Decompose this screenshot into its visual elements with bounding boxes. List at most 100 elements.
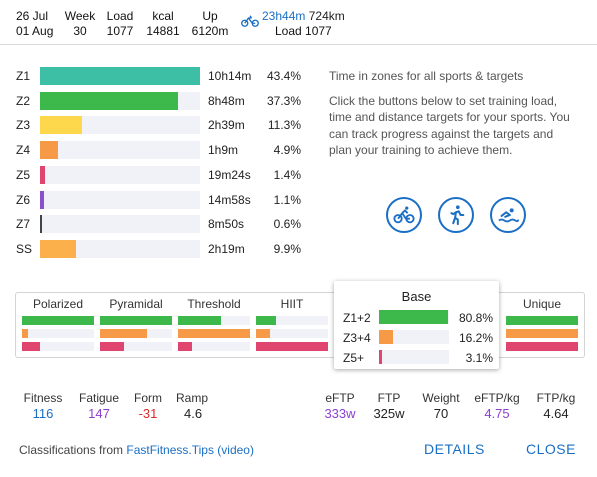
weight-label: Weight xyxy=(422,391,460,405)
popup-bar xyxy=(379,310,448,324)
zone-bar xyxy=(40,239,77,258)
kcal-label: kcal xyxy=(152,9,174,23)
popup-row-percent: 3.1% xyxy=(465,351,493,365)
ftp-per-kg-value: 4.64 xyxy=(543,406,569,421)
zone-percent: 11.3% xyxy=(267,118,301,133)
up-value: 6120m xyxy=(191,24,229,38)
ramp-label: Ramp xyxy=(176,391,209,405)
popup-row-label: Z3+4 xyxy=(343,331,371,345)
classification-bar xyxy=(256,316,277,325)
eftp-per-kg-metric: eFTP/kg 4.75 xyxy=(471,390,523,422)
zone-row: Z1 10h14m 43.4% xyxy=(16,66,316,86)
popup-row: Z5+ 3.1% xyxy=(343,349,493,365)
zone-label: Z1 xyxy=(16,69,31,83)
zone-row: Z7 8m50s 0.6% xyxy=(16,214,316,234)
zone-bar xyxy=(40,215,43,234)
ftp-per-kg-label: FTP/kg xyxy=(536,391,576,405)
classification-pyramidal[interactable]: Pyramidal xyxy=(100,293,172,357)
bike-target-button[interactable] xyxy=(386,197,422,233)
fastfitness-link[interactable]: FastFitness.Tips xyxy=(126,443,214,457)
video-link[interactable]: (video) xyxy=(217,443,254,457)
close-button[interactable]: CLOSE xyxy=(526,441,576,457)
classification-title: Threshold xyxy=(187,297,241,311)
zone-percent: 4.9% xyxy=(273,143,301,158)
zone-bar-track xyxy=(40,239,200,258)
eftp-per-kg-value: 4.75 xyxy=(484,406,510,421)
form-label: Form xyxy=(134,391,162,405)
popup-row-percent: 16.2% xyxy=(458,331,493,345)
kcal-value: 14881 xyxy=(146,24,180,38)
zone-time: 14m58s xyxy=(208,192,251,207)
zone-percent: 0.6% xyxy=(273,217,301,232)
classification-title: Polarized xyxy=(32,297,84,311)
classification-bar xyxy=(100,316,172,325)
popup-row-percent: 80.8% xyxy=(458,311,493,325)
details-button[interactable]: DETAILS xyxy=(424,441,485,457)
zone-bar-track xyxy=(40,165,200,184)
zone-bar xyxy=(40,165,46,184)
swim-target-button[interactable] xyxy=(490,197,526,233)
popup-bar xyxy=(379,350,382,364)
fatigue-label: Fatigue xyxy=(78,391,120,405)
ftp-label: FTP xyxy=(377,391,401,405)
popup-row-label: Z5+ xyxy=(343,351,365,365)
zones-info: Time in zones for all sports & targets C… xyxy=(329,68,579,167)
eftp-value: 333w xyxy=(324,406,356,421)
zone-row: Z6 14m58s 1.1% xyxy=(16,190,316,210)
form-value: -31 xyxy=(138,406,158,421)
zone-bar xyxy=(40,190,45,209)
classification-bar xyxy=(100,342,124,351)
load-label: Load xyxy=(106,9,134,23)
zone-row: Z2 8h48m 37.3% xyxy=(16,91,316,111)
kcal-stat: kcal 14881 xyxy=(145,9,181,39)
date-start: 26 Jul xyxy=(16,9,49,23)
zone-label: Z5 xyxy=(16,167,31,182)
zone-percent: 37.3% xyxy=(266,93,301,108)
week-stat: Week 30 xyxy=(64,9,96,39)
zone-percent: 43.4% xyxy=(266,69,301,83)
fitness-label: Fitness xyxy=(23,391,63,405)
form-metric: Form -31 xyxy=(131,390,165,422)
classification-title: Pyramidal xyxy=(109,297,163,311)
classification-polarized[interactable]: Polarized xyxy=(22,293,94,357)
base-classification-popup: Base Z1+2 80.8% Z3+4 16.2% Z5+ 3.1% xyxy=(334,281,499,369)
eftp-per-kg-label: eFTP/kg xyxy=(474,391,520,405)
classification-threshold[interactable]: Threshold xyxy=(178,293,250,357)
zone-label: Z7 xyxy=(16,217,31,232)
zone-time: 10h14m xyxy=(208,69,252,83)
run-icon xyxy=(450,205,465,226)
classification-hiit[interactable]: HIIT xyxy=(256,293,328,357)
zone-bar-track xyxy=(40,190,200,209)
zone-row: Z3 2h39m 11.3% xyxy=(16,115,316,135)
classification-bar xyxy=(22,329,28,338)
classification-bar-track xyxy=(100,342,172,351)
info-title: Time in zones for all sports & targets xyxy=(329,69,524,83)
fitness-metric: Fitness 116 xyxy=(19,390,67,422)
bike-icon xyxy=(393,206,415,224)
load-value: 1077 xyxy=(106,24,134,38)
classification-bar-track xyxy=(256,316,328,325)
total-distance: 724km xyxy=(308,9,345,23)
classification-title: HIIT xyxy=(280,297,304,311)
bike-icon xyxy=(241,15,259,27)
ramp-value: 4.6 xyxy=(184,406,203,421)
load-stat: Load 1077 xyxy=(104,9,136,39)
info-description: Click the buttons below to set training … xyxy=(329,93,570,158)
classification-source: Classifications from FastFitness.Tips (v… xyxy=(19,443,254,457)
weight-value: 70 xyxy=(433,406,449,421)
source-prefix: Classifications from xyxy=(19,443,127,457)
classification-title: Unique xyxy=(522,297,562,311)
fatigue-value: 147 xyxy=(88,406,110,421)
sport-load: Load 1077 xyxy=(275,24,332,38)
run-target-button[interactable] xyxy=(438,197,474,233)
classification-unique[interactable]: Unique xyxy=(506,293,578,357)
classification-bar xyxy=(178,342,193,351)
zone-time: 8m50s xyxy=(208,217,245,232)
classification-bar xyxy=(256,342,328,351)
classification-bar-track xyxy=(256,329,328,338)
week-value: 30 xyxy=(73,24,87,38)
classification-bar xyxy=(100,329,147,338)
date-range: 26 Jul 01 Aug xyxy=(16,9,53,39)
fatigue-metric: Fatigue 147 xyxy=(76,390,122,422)
popup-title: Base xyxy=(401,289,432,304)
